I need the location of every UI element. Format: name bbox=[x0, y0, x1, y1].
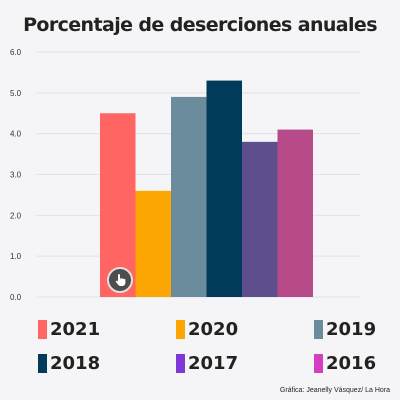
bar-2020[interactable] bbox=[135, 190, 172, 297]
bar-2017[interactable] bbox=[242, 141, 278, 297]
y-tick-label: 3.0 bbox=[10, 171, 22, 180]
legend-label: 2019 bbox=[326, 318, 377, 340]
legend-item-2016[interactable]: 2016 bbox=[314, 352, 394, 374]
legend-item-2019[interactable]: 2019 bbox=[314, 318, 394, 340]
y-tick-label: 5.0 bbox=[10, 89, 22, 98]
chart-credit: Gráfica: Jeanelly Vásquez/ La Hora bbox=[279, 387, 390, 394]
legend-swatch bbox=[314, 353, 323, 373]
bar-chart: 0.0 1.0 2.0 3.0 4.0 5.0 6.0 bbox=[10, 48, 360, 302]
bar-2021[interactable] bbox=[100, 113, 136, 297]
hand-pointer-glyph bbox=[115, 274, 126, 286]
legend-label: 2018 bbox=[50, 352, 101, 374]
chart-title: Porcentaje de deserciones anuales bbox=[23, 14, 377, 36]
legend-item-2020[interactable]: 2020 bbox=[176, 318, 314, 340]
legend-swatch bbox=[176, 353, 185, 373]
y-tick-label: 4.0 bbox=[10, 130, 22, 139]
y-tick-label: 6.0 bbox=[10, 48, 22, 57]
legend-item-2017[interactable]: 2017 bbox=[176, 352, 314, 374]
y-tick-label: 0.0 bbox=[10, 293, 22, 302]
bar-2016[interactable] bbox=[277, 129, 314, 297]
legend-swatch bbox=[38, 319, 47, 339]
chart-legend: 2021 2020 2019 2018 2017 2016 bbox=[38, 318, 378, 374]
legend-item-2021[interactable]: 2021 bbox=[38, 318, 176, 340]
legend-item-2018[interactable]: 2018 bbox=[38, 352, 176, 374]
y-tick-label: 2.0 bbox=[10, 211, 22, 220]
bar-2019[interactable] bbox=[171, 96, 207, 297]
legend-swatch bbox=[176, 319, 185, 339]
legend-swatch bbox=[314, 319, 323, 339]
legend-label: 2021 bbox=[50, 318, 101, 340]
legend-label: 2017 bbox=[188, 352, 239, 374]
legend-label: 2016 bbox=[326, 352, 377, 374]
bar-2018[interactable] bbox=[206, 80, 243, 297]
legend-swatch bbox=[38, 353, 47, 373]
legend-label: 2020 bbox=[188, 318, 239, 340]
touch-hand-icon[interactable] bbox=[107, 267, 133, 293]
y-tick-label: 1.0 bbox=[10, 252, 22, 261]
